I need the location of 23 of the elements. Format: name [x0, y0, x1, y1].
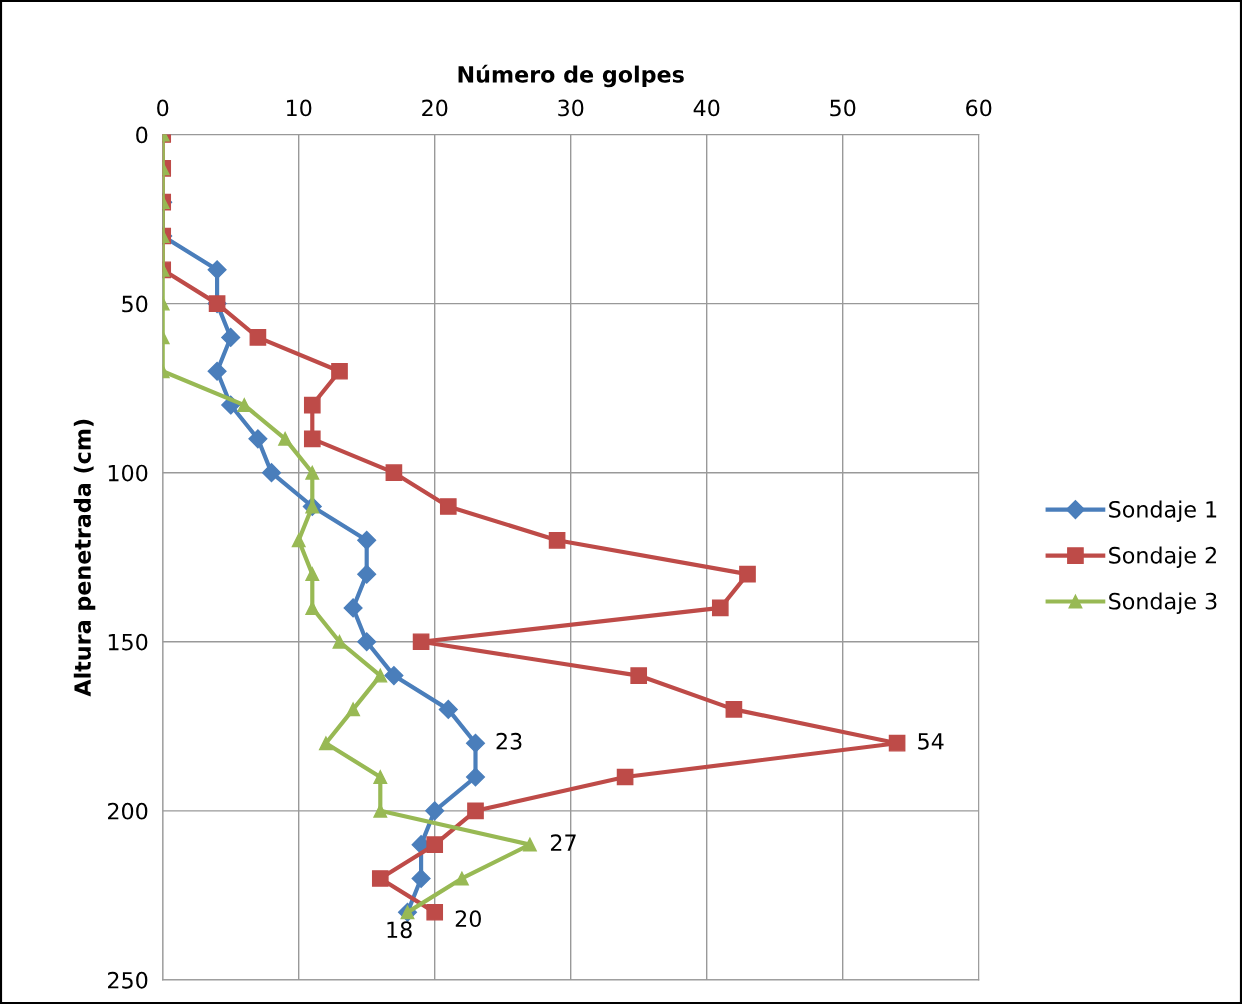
x-axis-title: Número de golpes: [458, 64, 684, 88]
x-tick-label: 50: [830, 99, 856, 117]
annotation: 23: [496, 732, 522, 750]
y-tick-label: 250: [108, 971, 148, 989]
legend-label: Sondaje 2: [1109, 546, 1216, 568]
y-tick-label: 100: [108, 464, 148, 482]
y-axis-title: Altura penetrada (cm): [73, 419, 96, 697]
legend-label: Sondaje 3: [1109, 592, 1217, 614]
x-tick-label: 10: [287, 99, 312, 117]
y-tick-label: 200: [108, 802, 148, 820]
annotation: 27: [550, 834, 576, 851]
legend-label: Sondaje 1: [1109, 500, 1217, 523]
annotation: 18: [387, 921, 412, 939]
annotation: 54: [918, 733, 944, 750]
x-tick-label: 20: [422, 99, 448, 117]
x-tick-label: 30: [558, 99, 584, 117]
annotation: 20: [455, 910, 481, 928]
x-tick-label: 60: [966, 99, 992, 117]
y-tick-label: 150: [108, 633, 148, 651]
x-tick-label: 0: [157, 99, 169, 117]
x-tick-label: 40: [693, 99, 720, 117]
y-tick-label: 50: [122, 295, 148, 313]
y-tick-label: 0: [136, 126, 148, 144]
